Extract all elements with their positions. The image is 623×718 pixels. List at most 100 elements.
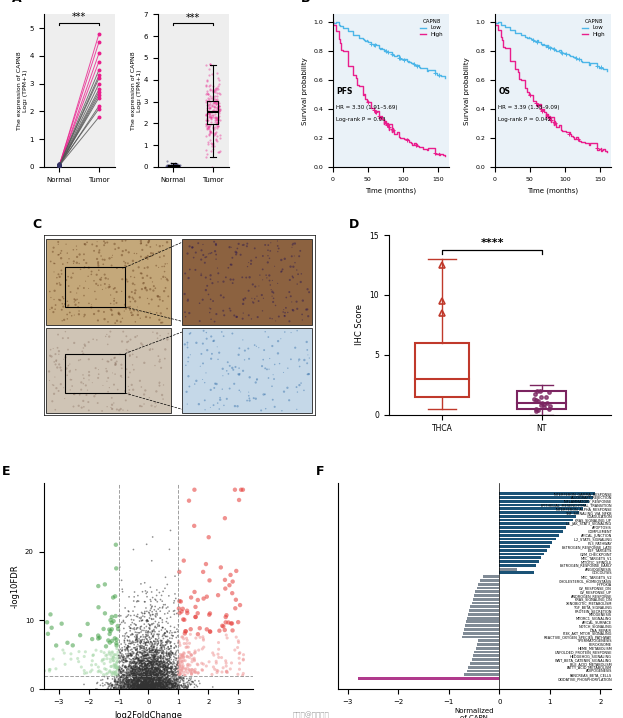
Point bbox=[153, 332, 163, 344]
Point bbox=[302, 368, 312, 380]
Point bbox=[158, 679, 168, 691]
Point bbox=[202, 624, 212, 635]
Point bbox=[146, 665, 156, 676]
Point bbox=[220, 513, 230, 524]
Point bbox=[137, 625, 147, 636]
Point bbox=[212, 67, 222, 79]
Point bbox=[208, 138, 218, 149]
Point bbox=[133, 639, 143, 651]
Point bbox=[153, 664, 163, 676]
Point bbox=[155, 587, 164, 598]
Point bbox=[148, 656, 158, 667]
Point bbox=[210, 112, 220, 123]
Point bbox=[162, 680, 172, 691]
Point bbox=[57, 269, 67, 280]
Point bbox=[161, 668, 171, 680]
Point bbox=[147, 626, 157, 638]
Point bbox=[130, 671, 140, 682]
Point bbox=[175, 661, 185, 672]
Point bbox=[148, 655, 158, 666]
Point bbox=[142, 653, 152, 664]
Point bbox=[208, 122, 218, 134]
Point bbox=[161, 677, 171, 689]
Point bbox=[138, 615, 148, 626]
Point bbox=[100, 579, 110, 590]
Point bbox=[154, 659, 164, 671]
Point bbox=[136, 668, 146, 679]
Point bbox=[79, 679, 89, 690]
Point bbox=[169, 668, 179, 680]
Point bbox=[123, 681, 133, 693]
Point bbox=[132, 664, 142, 676]
Bar bbox=[474, 594, 500, 597]
Point bbox=[107, 669, 117, 681]
Point bbox=[161, 674, 171, 686]
Point bbox=[163, 673, 173, 685]
Point bbox=[117, 644, 127, 656]
Point bbox=[110, 673, 120, 685]
Point bbox=[141, 668, 151, 680]
Point bbox=[107, 635, 117, 647]
Point bbox=[161, 673, 171, 684]
Point bbox=[146, 400, 156, 411]
Point bbox=[119, 664, 129, 676]
Point bbox=[139, 682, 149, 694]
Point bbox=[128, 646, 138, 658]
Point bbox=[126, 674, 136, 686]
Point bbox=[156, 682, 166, 694]
Point bbox=[170, 665, 180, 676]
Point bbox=[140, 669, 150, 681]
Point bbox=[78, 395, 88, 406]
Point bbox=[153, 680, 163, 691]
Point bbox=[135, 647, 145, 658]
Point bbox=[129, 671, 139, 682]
Point bbox=[136, 667, 146, 679]
Point bbox=[148, 665, 158, 676]
Point bbox=[204, 123, 214, 135]
Point bbox=[148, 675, 158, 686]
Point bbox=[130, 631, 140, 643]
Point bbox=[87, 659, 97, 671]
Point bbox=[202, 591, 212, 602]
Point bbox=[204, 90, 214, 102]
Point bbox=[151, 661, 161, 672]
Point bbox=[150, 653, 160, 665]
Point bbox=[148, 343, 158, 355]
Point bbox=[138, 676, 148, 687]
Point bbox=[164, 677, 174, 689]
Point bbox=[143, 684, 153, 695]
Point bbox=[116, 316, 126, 327]
Point bbox=[146, 681, 156, 693]
Point bbox=[130, 666, 140, 677]
Point bbox=[164, 666, 174, 678]
Point bbox=[134, 657, 144, 668]
Point bbox=[128, 657, 138, 668]
Point bbox=[140, 681, 150, 692]
Point bbox=[153, 681, 163, 692]
Point bbox=[168, 676, 178, 687]
Point bbox=[117, 676, 127, 688]
Point bbox=[146, 250, 156, 261]
Point bbox=[148, 642, 158, 653]
Point bbox=[138, 654, 148, 666]
Point bbox=[158, 622, 168, 633]
Point bbox=[170, 678, 180, 689]
Point bbox=[69, 244, 78, 256]
Point bbox=[143, 666, 153, 677]
Point bbox=[125, 668, 135, 680]
Point bbox=[169, 160, 179, 172]
Point bbox=[146, 678, 156, 689]
Point bbox=[173, 676, 183, 688]
Point bbox=[134, 673, 144, 685]
Point bbox=[162, 648, 172, 660]
Point bbox=[115, 662, 125, 673]
Point bbox=[138, 661, 148, 672]
Point bbox=[161, 671, 171, 683]
Point bbox=[148, 684, 158, 695]
Point bbox=[138, 673, 148, 684]
Point bbox=[125, 334, 135, 345]
Point bbox=[152, 643, 162, 655]
Point bbox=[140, 674, 150, 686]
Point bbox=[157, 666, 167, 677]
Point bbox=[145, 676, 155, 688]
